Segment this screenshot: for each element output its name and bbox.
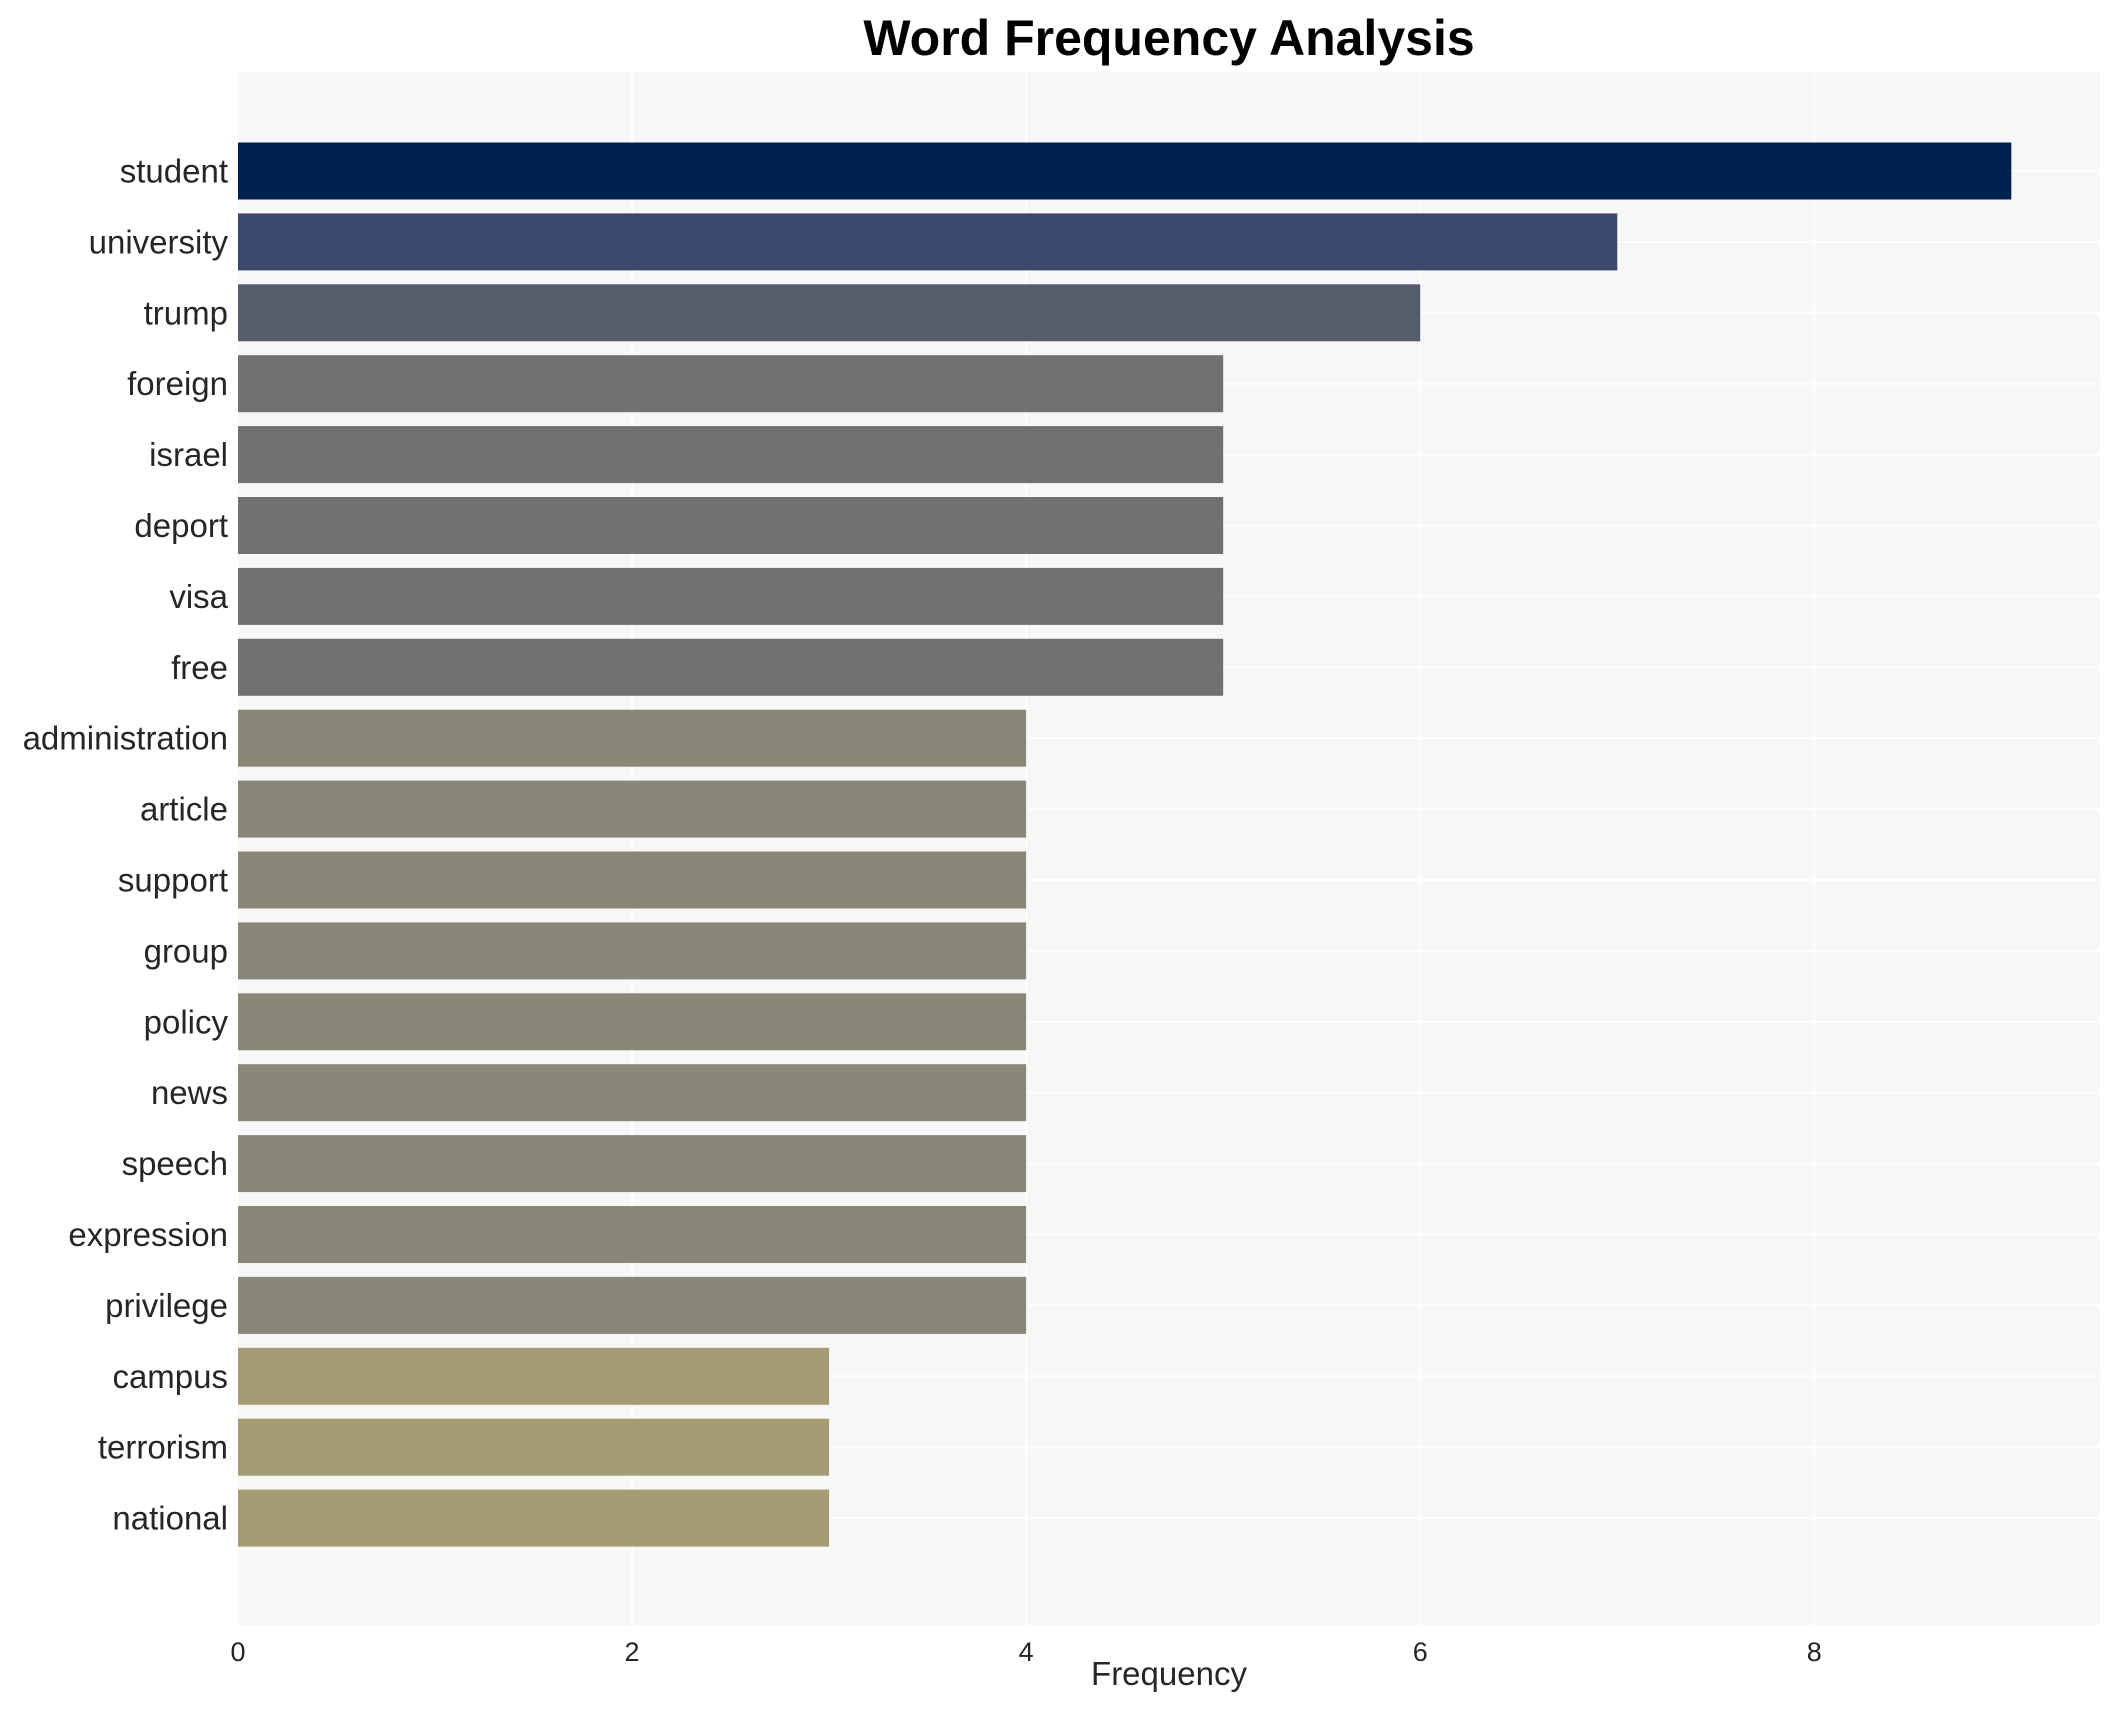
- y-tick-label-policy: policy: [144, 1003, 229, 1040]
- y-tick-label-terrorism: terrorism: [98, 1429, 228, 1466]
- bar-policy: [238, 993, 1027, 1051]
- y-tick-labels: student university trump foreign israel depor…: [23, 153, 229, 1537]
- bar-trump: [238, 284, 1421, 342]
- x-tick-label: 2: [625, 1637, 640, 1667]
- bar-free: [238, 638, 1224, 696]
- x-axis-label: Frequency: [1091, 1655, 1247, 1692]
- bar-group: [238, 922, 1027, 980]
- y-tick-label-news: news: [151, 1074, 228, 1111]
- bar-israel: [238, 426, 1224, 484]
- y-tick-label-article: article: [140, 791, 228, 828]
- y-tick-label-university: university: [89, 223, 229, 260]
- y-tick-label-deport: deport: [134, 507, 228, 544]
- x-tick-label: 8: [1807, 1637, 1822, 1667]
- y-tick-label-speech: speech: [122, 1145, 228, 1182]
- bar-article: [238, 780, 1027, 838]
- y-tick-label-expression: expression: [68, 1216, 228, 1253]
- bar-news: [238, 1064, 1027, 1122]
- bar-administration: [238, 709, 1027, 767]
- bar-support: [238, 851, 1027, 909]
- chart-title: Word Frequency Analysis: [863, 10, 1474, 66]
- y-tick-label-administration: administration: [23, 720, 228, 757]
- bar-student: [238, 142, 2012, 200]
- bar-foreign: [238, 355, 1224, 413]
- bar-national: [238, 1489, 830, 1547]
- bar-deport: [238, 497, 1224, 554]
- y-tick-label-trump: trump: [144, 294, 228, 331]
- bar-speech: [238, 1135, 1027, 1193]
- bar-privilege: [238, 1276, 1027, 1334]
- bar-visa: [238, 567, 1224, 625]
- y-tick-label-privilege: privilege: [105, 1287, 228, 1324]
- y-tick-label-group: group: [144, 932, 228, 969]
- y-tick-label-campus: campus: [112, 1358, 228, 1395]
- bar-university: [238, 213, 1618, 271]
- x-tick-label: 0: [230, 1637, 245, 1667]
- x-tick-label: 4: [1019, 1637, 1034, 1667]
- y-tick-label-student: student: [120, 153, 228, 190]
- bar-expression: [238, 1206, 1027, 1263]
- y-tick-label-support: support: [118, 862, 228, 899]
- y-tick-label-national: national: [112, 1500, 228, 1537]
- y-tick-label-israel: israel: [149, 436, 228, 473]
- bars: [238, 142, 2012, 1547]
- x-tick-labels: 0 2 4 6 8: [230, 1637, 1821, 1667]
- x-tick-label: 6: [1413, 1637, 1428, 1667]
- bar-campus: [238, 1347, 830, 1405]
- y-tick-label-foreign: foreign: [127, 365, 228, 402]
- y-tick-label-free: free: [171, 649, 228, 686]
- y-tick-label-visa: visa: [169, 578, 228, 615]
- bar-terrorism: [238, 1418, 830, 1476]
